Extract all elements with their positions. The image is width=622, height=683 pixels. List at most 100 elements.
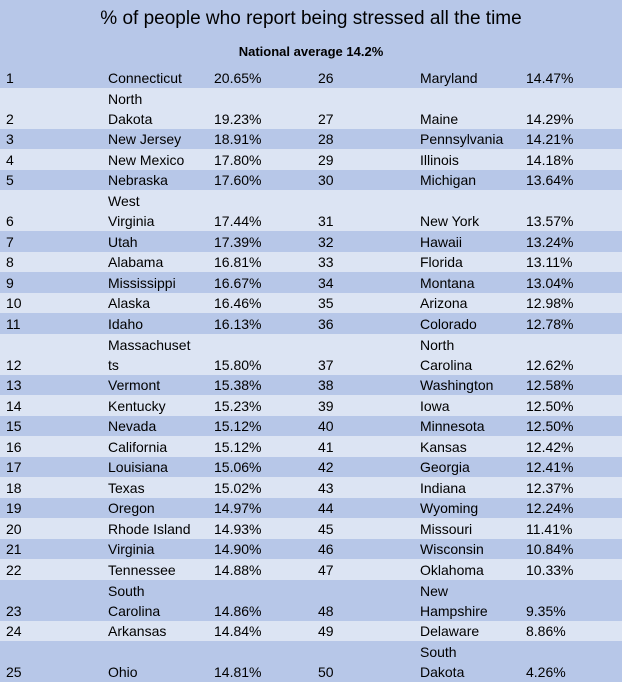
- percent-cell: 12.37%: [520, 477, 622, 498]
- state-cell: Louisiana: [104, 456, 208, 477]
- rank-cell: 24: [0, 620, 104, 641]
- state-name-line: Wisconsin: [420, 541, 484, 557]
- rank-cell: 13: [0, 374, 104, 395]
- table-row: 23 South Carolina 14.86% 48 New Hampshire 9.35%: [0, 579, 622, 621]
- percent-cell: 15.12%: [208, 415, 312, 436]
- state-cell: Nevada: [104, 415, 208, 436]
- percent-cell: 14.88%: [208, 559, 312, 580]
- rank-cell: 44: [312, 497, 416, 518]
- percent-cell: 11.41%: [520, 518, 622, 539]
- state-name-line: South: [420, 644, 457, 660]
- rank-cell: 2: [0, 87, 104, 129]
- state-cell: Ohio: [104, 641, 208, 682]
- percent-cell: 14.18%: [520, 149, 622, 170]
- rank-cell: 50: [312, 641, 416, 682]
- percent-cell: 13.57%: [520, 190, 622, 231]
- state-cell: South Carolina: [104, 579, 208, 621]
- state-name-line: South: [108, 582, 145, 599]
- state-name-line: Kentucky: [108, 397, 166, 414]
- percent-cell: 12.50%: [520, 415, 622, 436]
- rank-cell: 49: [312, 620, 416, 641]
- state-name-line: Hawaii: [420, 233, 463, 250]
- state-name-line: [108, 642, 208, 662]
- state-name-line: Texas: [108, 479, 145, 496]
- table-body: 1 Connecticut 20.65% 26 Maryland 14.47% 2 North…: [0, 67, 622, 682]
- table-row: 13 Vermont 15.38% 38 Washington 12.58%: [0, 374, 622, 395]
- page-title: % of people who report being stressed al…: [0, 0, 622, 37]
- state-cell: New Jersey: [104, 128, 208, 149]
- state-cell: Florida: [416, 251, 520, 272]
- rank-cell: 43: [312, 477, 416, 498]
- percent-cell: 15.02%: [208, 477, 312, 498]
- rank-cell: 28: [312, 128, 416, 149]
- rank-cell: 25: [0, 641, 104, 682]
- state-cell: Oregon: [104, 497, 208, 518]
- state-name-line: New: [420, 582, 449, 599]
- state-cell: North Dakota: [104, 87, 208, 129]
- percent-cell: 14.47%: [520, 67, 622, 88]
- state-cell: Utah: [104, 231, 208, 252]
- state-cell: Nebraska: [104, 169, 208, 190]
- state-name-line: Nebraska: [108, 172, 168, 188]
- state-name-line: Virginia: [108, 213, 155, 229]
- percent-cell: 10.84%: [520, 538, 622, 559]
- rank-cell: 39: [312, 395, 416, 416]
- state-cell: Massachuset ts: [104, 333, 208, 375]
- percent-cell: 12.41%: [520, 456, 622, 477]
- state-cell: Wisconsin: [416, 538, 520, 559]
- rank-cell: 18: [0, 477, 104, 498]
- rank-cell: 11: [0, 313, 104, 334]
- percent-cell: 17.80%: [208, 149, 312, 170]
- rank-cell: 1: [0, 67, 104, 88]
- state-name-line: Louisiana: [108, 459, 168, 475]
- rank-cell: 31: [312, 190, 416, 231]
- percent-cell: 18.91%: [208, 128, 312, 149]
- rank-cell: 14: [0, 395, 104, 416]
- table-row: 17 Louisiana 15.06% 42 Georgia 12.41%: [0, 456, 622, 477]
- state-name-line: Arkansas: [108, 623, 167, 639]
- rank-cell: 23: [0, 579, 104, 621]
- rank-cell: 15: [0, 415, 104, 436]
- state-name-line: Alaska: [108, 295, 151, 311]
- percent-cell: 15.80%: [208, 333, 312, 375]
- rank-cell: 46: [312, 538, 416, 559]
- table-row: 14 Kentucky 15.23% 39 Iowa 12.50%: [0, 395, 622, 416]
- rank-cell: 19: [0, 497, 104, 518]
- state-name-line: Alabama: [108, 254, 164, 270]
- percent-cell: 13.24%: [520, 231, 622, 252]
- percent-cell: 16.46%: [208, 292, 312, 313]
- state-cell: Missouri: [416, 518, 520, 539]
- state-name-line: Rhode Island: [108, 520, 191, 537]
- percent-cell: 14.93%: [208, 518, 312, 539]
- state-cell: Illinois: [416, 149, 520, 170]
- rank-cell: 40: [312, 415, 416, 436]
- rank-cell: 6: [0, 190, 104, 231]
- table-row: 21 Virginia 14.90% 46 Wisconsin 10.84%: [0, 538, 622, 559]
- percent-cell: 15.23%: [208, 395, 312, 416]
- state-cell: Kentucky: [104, 395, 208, 416]
- state-cell: North Carolina: [416, 333, 520, 375]
- state-name-line: Arizona: [420, 295, 468, 311]
- percent-cell: 17.44%: [208, 190, 312, 231]
- percent-cell: 16.13%: [208, 313, 312, 334]
- state-cell: New York: [416, 190, 520, 231]
- state-name-line: Dakota: [420, 664, 465, 680]
- state-name-line: Illinois: [420, 151, 459, 168]
- rank-cell: 5: [0, 169, 104, 190]
- state-cell: Pennsylvania: [416, 128, 520, 149]
- state-name-line: Indiana: [420, 479, 466, 496]
- state-name-line: Carolina: [108, 602, 161, 619]
- table-row: 10 Alaska 16.46% 35 Arizona 12.98%: [0, 292, 622, 313]
- state-name-line: Wyoming: [420, 500, 479, 516]
- state-name-line: Minnesota: [420, 418, 485, 434]
- rank-cell: 21: [0, 538, 104, 559]
- percent-cell: 14.97%: [208, 497, 312, 518]
- rank-cell: 3: [0, 128, 104, 149]
- state-cell: Wyoming: [416, 497, 520, 518]
- state-name-line: Oklahoma: [420, 561, 484, 578]
- rank-cell: 27: [312, 87, 416, 129]
- rank-cell: 33: [312, 251, 416, 272]
- state-cell: Arizona: [416, 292, 520, 313]
- percent-cell: 12.98%: [520, 292, 622, 313]
- state-cell: Maryland: [416, 67, 520, 88]
